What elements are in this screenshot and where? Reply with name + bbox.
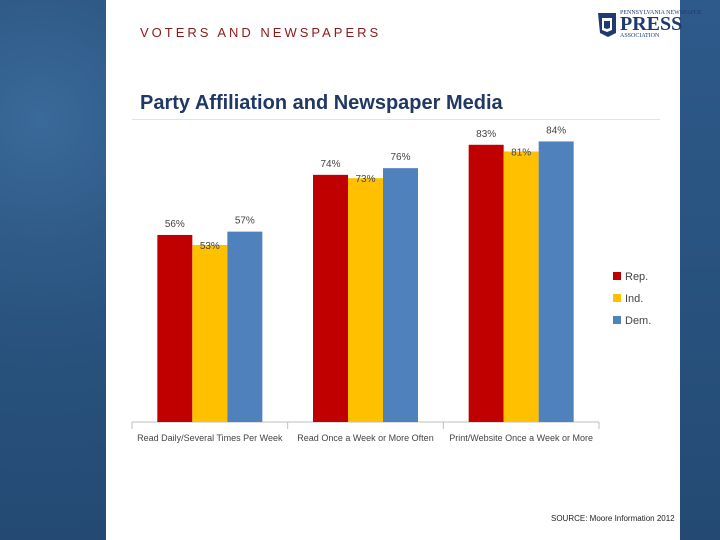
legend-label: Ind. — [625, 293, 643, 305]
keystone-map-icon — [598, 13, 616, 37]
category-label: Print/Website Once a Week or More — [449, 433, 593, 443]
bar-ind — [348, 178, 383, 422]
category-label: Read Once a Week or More Often — [297, 433, 433, 443]
press-association-logo: PENNSYLVANIA NEWSPAPER PRESS ASSOCIATION — [596, 8, 701, 42]
title-divider — [132, 119, 660, 120]
logo-line2: PRESS — [620, 13, 683, 35]
legend-swatch — [613, 316, 621, 324]
slide: VOTERS AND NEWSPAPERS PENNSYLVANIA NEWSP… — [106, 0, 701, 540]
data-label: 53% — [200, 241, 220, 252]
category-label: Read Daily/Several Times Per Week — [137, 433, 283, 443]
bar-rep — [468, 144, 504, 422]
left-background-panel — [0, 0, 106, 540]
bar-dem — [538, 141, 574, 422]
legend-label: Rep. — [625, 271, 648, 283]
data-label: 83% — [476, 129, 496, 140]
data-label: 73% — [355, 174, 375, 185]
bar-dem — [227, 231, 263, 422]
source-note: SOURCE: Moore Information 2012 — [551, 514, 675, 523]
data-label: 56% — [165, 219, 185, 230]
logo-line1: PENNSYLVANIA NEWSPAPER — [620, 10, 702, 16]
section-title: VOTERS AND NEWSPAPERS — [140, 25, 382, 40]
right-background-panel — [680, 0, 720, 540]
bar-ind — [192, 244, 228, 422]
legend-label: Dem. — [625, 315, 651, 327]
chart-title: Party Affiliation and Newspaper Media — [140, 92, 503, 114]
data-label: 76% — [390, 152, 410, 163]
bar-rep — [313, 174, 348, 422]
data-label: 84% — [546, 125, 566, 136]
data-label: 81% — [511, 147, 531, 158]
bar-rep — [157, 234, 193, 422]
bar-dem — [383, 168, 418, 422]
legend-swatch — [613, 272, 621, 280]
data-label: 74% — [320, 159, 340, 170]
bar-chart: 56% 53% 57% Read Daily/Several Times Per We… — [131, 125, 651, 443]
data-label: 57% — [235, 216, 255, 227]
legend-swatch — [613, 294, 621, 302]
logo-line3: ASSOCIATION — [620, 33, 660, 39]
bar-ind — [503, 151, 539, 422]
